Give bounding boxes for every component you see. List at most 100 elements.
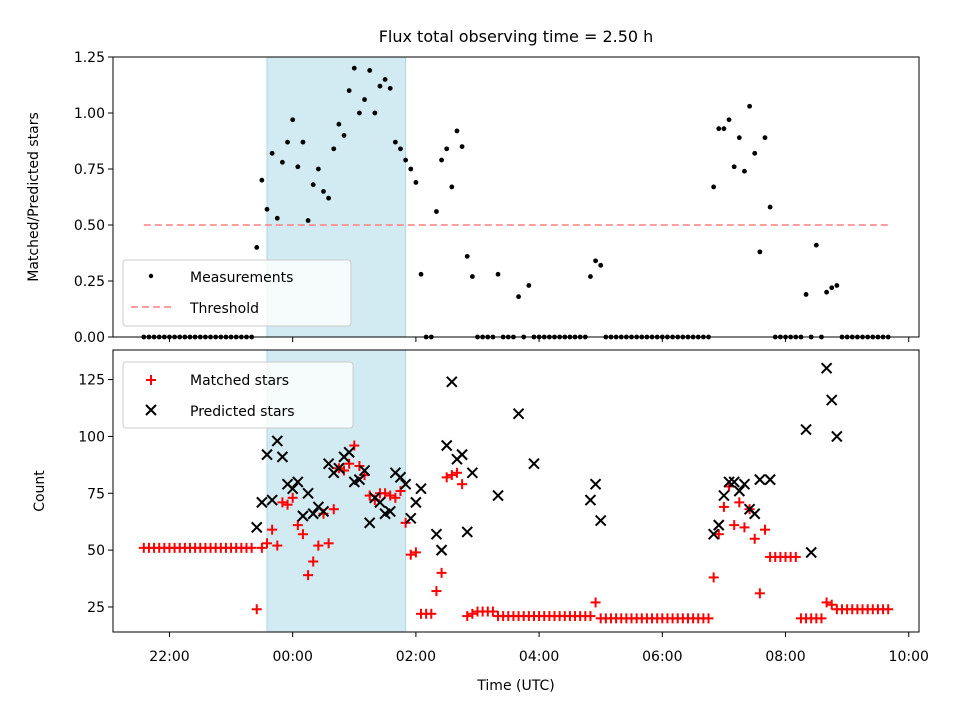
predicted-star-point <box>435 544 448 556</box>
top-legend: Measurements Threshold <box>122 259 352 327</box>
matched-star-point <box>446 470 457 481</box>
matched-star-point <box>739 522 750 533</box>
matched-star-point <box>718 501 729 512</box>
predicted-star-point <box>415 483 427 495</box>
predicted-star-point <box>528 458 540 470</box>
matched-star-point <box>251 604 262 615</box>
predicted-star-point <box>374 496 386 509</box>
matched-star-point <box>713 529 724 540</box>
measurement-point <box>346 88 352 93</box>
predicted-star-point <box>276 451 289 463</box>
matched-star-point <box>323 538 334 549</box>
matched-star-point <box>256 542 267 553</box>
measurement-point <box>434 209 439 214</box>
legend-threshold-label: Threshold <box>189 301 259 317</box>
matched-star-point <box>826 599 837 610</box>
matched-star-point <box>708 572 719 583</box>
predicted-star-point <box>307 508 319 520</box>
predicted-star-point <box>723 476 735 488</box>
measurement-point <box>305 218 311 223</box>
matched-star-point <box>436 567 447 578</box>
matched-star-point <box>703 613 714 624</box>
predicted-star-point <box>707 528 720 540</box>
measurement-point <box>300 139 306 145</box>
top-ytick-label: 1.25 <box>74 50 105 66</box>
predicted-star-point <box>302 487 314 499</box>
measurement-point <box>290 117 296 123</box>
legend-predicted-label: Predicted stars <box>190 404 295 420</box>
predicted-star-point <box>322 458 335 470</box>
top-y-axis-label: Matched/Predicted stars <box>26 112 42 282</box>
matched-star-point <box>821 597 832 608</box>
predicted-star-point <box>456 448 468 461</box>
predicted-star-point <box>297 510 309 522</box>
measurement-point <box>516 294 521 300</box>
xtick-label: 10:00 <box>889 649 929 665</box>
predicted-star-point <box>713 519 725 531</box>
predicted-star-point <box>718 489 730 502</box>
matched-star-point <box>816 613 827 624</box>
matched-star-point <box>457 479 468 490</box>
measurement-point <box>459 144 465 150</box>
measurement-point <box>752 150 758 156</box>
matched-star-point <box>462 611 473 622</box>
measurement-point <box>259 177 265 183</box>
matched-star-point <box>262 538 273 549</box>
measurement-point <box>736 135 742 141</box>
measurement-point <box>747 103 752 109</box>
matched-star-point <box>431 586 442 597</box>
predicted-star-point <box>358 464 371 477</box>
x-axis-label: Time (UTC) <box>476 678 554 694</box>
predicted-star-point <box>384 505 396 518</box>
predicted-star-point <box>440 439 453 452</box>
matched-star-point <box>441 472 452 483</box>
measurement-point <box>372 110 378 116</box>
predicted-star-point <box>261 448 273 461</box>
predicted-star-point <box>738 478 751 490</box>
legend-measurements-marker <box>148 273 154 279</box>
legend-predicted-marker <box>145 404 157 416</box>
measurement-point <box>454 128 460 134</box>
measurement-point <box>716 126 722 132</box>
matched-star-point <box>590 597 601 608</box>
measurement-point <box>295 164 301 170</box>
matched-star-point <box>277 497 288 508</box>
bottom-axes-frame <box>112 349 920 633</box>
bottom-panel: 25 50 75 100 125 22:00 00:00 02:00 04:00 06:00 08… <box>32 349 929 694</box>
measurement-point <box>721 126 727 132</box>
predicted-star-point <box>410 496 422 509</box>
matched-star-point <box>272 540 283 551</box>
top-ytick-label: 0.75 <box>74 162 105 178</box>
predicted-star-point <box>405 512 417 524</box>
measurement-point <box>762 135 768 141</box>
matched-stars-series <box>138 440 894 624</box>
predicted-star-point <box>800 423 812 436</box>
measurement-point <box>398 146 403 152</box>
matched-star-point <box>729 520 740 531</box>
legend-matched-marker <box>146 375 156 385</box>
predicted-star-point <box>286 483 299 495</box>
predicted-star-point <box>826 394 838 406</box>
measurement-point <box>377 83 383 89</box>
matched-star-point <box>344 458 355 469</box>
predicted-star-point <box>584 494 597 506</box>
matched-star-point <box>390 492 401 503</box>
predicted-star-point <box>353 473 366 486</box>
measurement-point <box>813 242 819 248</box>
predicted-star-point <box>754 473 766 486</box>
matched-star-point <box>759 524 770 535</box>
matched-star-point <box>790 551 801 562</box>
matched-star-point <box>585 611 596 622</box>
predicted-star-point <box>728 476 740 488</box>
measurement-point <box>449 184 455 190</box>
matched-star-point <box>313 540 324 551</box>
matched-star-point <box>303 570 314 581</box>
measurement-point <box>392 139 398 145</box>
predicted-star-point <box>733 485 746 497</box>
predicted-star-point <box>820 362 833 374</box>
matched-star-point <box>467 608 478 619</box>
xtick-label: 22:00 <box>149 649 189 665</box>
predicted-star-point <box>266 494 278 506</box>
top-ytick-label: 0.50 <box>74 218 105 234</box>
